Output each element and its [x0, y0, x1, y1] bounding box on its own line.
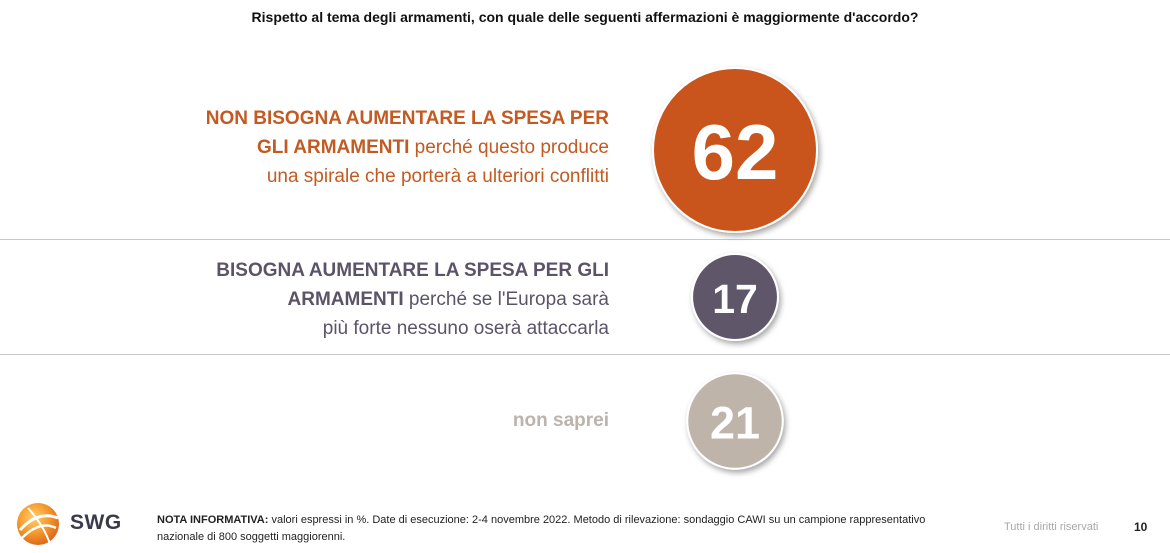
row-divider-2	[0, 354, 1170, 355]
logo-text: SWG	[70, 511, 122, 534]
page-number: 10	[1134, 520, 1148, 534]
bubble-label-17: 17	[712, 276, 758, 322]
footer-note-label: NOTA INFORMATIVA:	[157, 514, 269, 526]
category-label-1: NON BISOGNA AUMENTARE LA SPESA PER GLI A…	[206, 104, 609, 191]
category-label-1-rest-a: perché questo produce	[409, 137, 609, 158]
swg-logo-icon	[17, 503, 59, 545]
footer-note: NOTA INFORMATIVA: valori espressi in %. …	[157, 512, 937, 546]
category-label-2-bold-a: BISOGNA AUMENTARE LA SPESA PER GLI	[216, 260, 609, 281]
footer-note-text: valori espressi in %. Date di esecuzione…	[157, 514, 926, 543]
category-label-2-rest-a: perché se l'Europa sarà	[403, 289, 609, 310]
row-divider-1	[0, 239, 1170, 240]
chart-title: Rispetto al tema degli armamenti, con qu…	[251, 9, 919, 25]
category-label-3-bold-a: non saprei	[512, 410, 609, 431]
rights-text: Tutti i diritti riservati	[1004, 521, 1099, 533]
category-label-1-bold-b: GLI ARMAMENTI	[257, 137, 410, 158]
bubble-label-62: 62	[692, 108, 779, 196]
category-label-2: BISOGNA AUMENTARE LA SPESA PER GLI ARMAM…	[216, 256, 609, 343]
bubble-17	[691, 253, 779, 341]
bubble-21	[686, 372, 784, 470]
category-label-2-bold-b: ARMAMENTI	[287, 289, 404, 310]
category-label-1-rest-b: una spirale che porterà a ulteriori conf…	[266, 166, 609, 187]
bubble-62	[652, 67, 818, 233]
category-label-3: non saprei	[513, 406, 609, 435]
category-label-2-rest-b: più forte nessuno oserà attaccarla	[322, 318, 609, 339]
bubble-label-21: 21	[710, 398, 760, 449]
category-label-1-bold-a: NON BISOGNA AUMENTARE LA SPESA PER	[205, 108, 609, 129]
